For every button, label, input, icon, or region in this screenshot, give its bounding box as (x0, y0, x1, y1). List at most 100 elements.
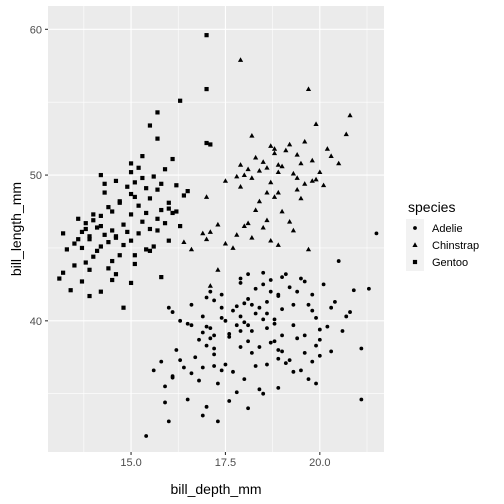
data-point-adelie (204, 324, 209, 329)
data-point-chinstrap (275, 242, 281, 247)
data-point-adelie (276, 292, 281, 297)
data-point-adelie (212, 298, 217, 303)
data-point-gentoo (204, 140, 209, 146)
data-point-adelie (348, 310, 352, 314)
data-point-gentoo (83, 226, 88, 232)
data-point-gentoo (125, 229, 130, 235)
data-point-chinstrap (294, 186, 300, 192)
data-point-adelie (314, 316, 318, 320)
data-point-adelie (325, 324, 330, 329)
data-point-adelie (204, 404, 209, 409)
data-point-adelie (238, 314, 243, 319)
data-point-gentoo (110, 228, 115, 233)
data-point-adelie (261, 270, 266, 275)
data-point-chinstrap (298, 195, 304, 201)
data-point-gentoo (132, 253, 137, 258)
data-point-chinstrap (234, 173, 240, 179)
data-point-adelie (257, 345, 262, 349)
data-point-gentoo (87, 267, 92, 272)
data-point-adelie (212, 352, 217, 357)
data-point-adelie (265, 326, 269, 331)
data-point-chinstrap (245, 166, 251, 172)
data-point-gentoo (94, 225, 100, 230)
data-point-adelie (257, 387, 262, 392)
data-point-adelie (231, 308, 235, 313)
data-point-adelie (204, 343, 209, 348)
data-point-gentoo (57, 276, 62, 281)
data-point-gentoo (61, 270, 66, 275)
data-point-gentoo (151, 244, 156, 249)
data-point-adelie (295, 289, 300, 294)
data-point-gentoo (147, 226, 153, 232)
data-point-chinstrap (234, 232, 240, 237)
data-point-adelie (242, 320, 247, 325)
data-point-chinstrap (336, 160, 342, 166)
data-point-chinstrap (294, 151, 300, 157)
data-point-adelie (246, 323, 250, 328)
data-point-adelie (170, 310, 175, 314)
data-point-adelie (359, 346, 364, 351)
data-point-adelie (212, 364, 217, 368)
data-point-adelie (280, 307, 284, 312)
data-point-gentoo (155, 187, 160, 192)
data-point-gentoo (110, 258, 115, 264)
data-point-adelie (204, 295, 209, 300)
data-point-adelie (234, 390, 239, 395)
data-point-gentoo (83, 260, 88, 265)
data-point-chinstrap (215, 267, 221, 272)
data-point-chinstrap (283, 147, 289, 153)
data-point-adelie (178, 358, 183, 363)
data-point-adelie (178, 318, 183, 323)
y-tick-label: 50 (30, 170, 42, 182)
data-point-adelie (208, 326, 213, 331)
data-point-gentoo (136, 231, 141, 236)
data-point-adelie (208, 336, 213, 341)
data-point-adelie (276, 356, 281, 361)
data-point-chinstrap (222, 178, 229, 183)
data-point-gentoo (106, 240, 111, 245)
data-point-gentoo (174, 183, 179, 188)
data-point-gentoo (147, 248, 153, 253)
data-point-adelie (265, 311, 269, 316)
data-point-adelie (189, 302, 194, 307)
data-point-adelie (234, 304, 239, 309)
data-point-adelie (340, 329, 345, 333)
data-point-gentoo (98, 244, 103, 249)
data-point-chinstrap (253, 154, 259, 160)
data-point-chinstrap (207, 229, 213, 234)
data-point-adelie (151, 368, 156, 373)
data-point-gentoo (79, 279, 85, 284)
data-point-adelie (159, 359, 164, 364)
data-point-chinstrap (271, 194, 278, 199)
data-point-adelie (265, 299, 269, 304)
data-point-gentoo (117, 253, 122, 258)
data-point-gentoo (170, 156, 175, 162)
data-point-chinstrap (317, 169, 323, 175)
data-point-adelie (291, 302, 296, 307)
data-point-adelie (200, 330, 205, 335)
data-point-adelie (276, 348, 281, 352)
data-point-gentoo (185, 189, 190, 194)
data-point-gentoo (155, 228, 160, 233)
data-point-gentoo (136, 165, 141, 170)
data-point-adelie (287, 358, 292, 363)
data-point-adelie (246, 406, 250, 411)
data-point-adelie (302, 279, 307, 284)
data-point-adelie (242, 377, 247, 382)
data-point-adelie (170, 375, 175, 380)
data-point-gentoo (121, 305, 126, 310)
x-tick-label: 20.0 (309, 457, 330, 469)
legend-entry-chinstrap: Chinstrap (406, 236, 479, 254)
data-point-adelie (200, 365, 205, 370)
data-point-adelie (185, 321, 190, 326)
legend-marker-chinstrap (412, 242, 418, 247)
data-point-gentoo (144, 186, 149, 191)
data-point-chinstrap (215, 221, 221, 227)
data-point-adelie (212, 333, 217, 338)
data-point-gentoo (208, 142, 213, 147)
data-point-chinstrap (237, 184, 244, 189)
data-point-gentoo (61, 231, 66, 236)
data-point-chinstrap (256, 167, 263, 173)
data-point-chinstrap (188, 246, 195, 252)
